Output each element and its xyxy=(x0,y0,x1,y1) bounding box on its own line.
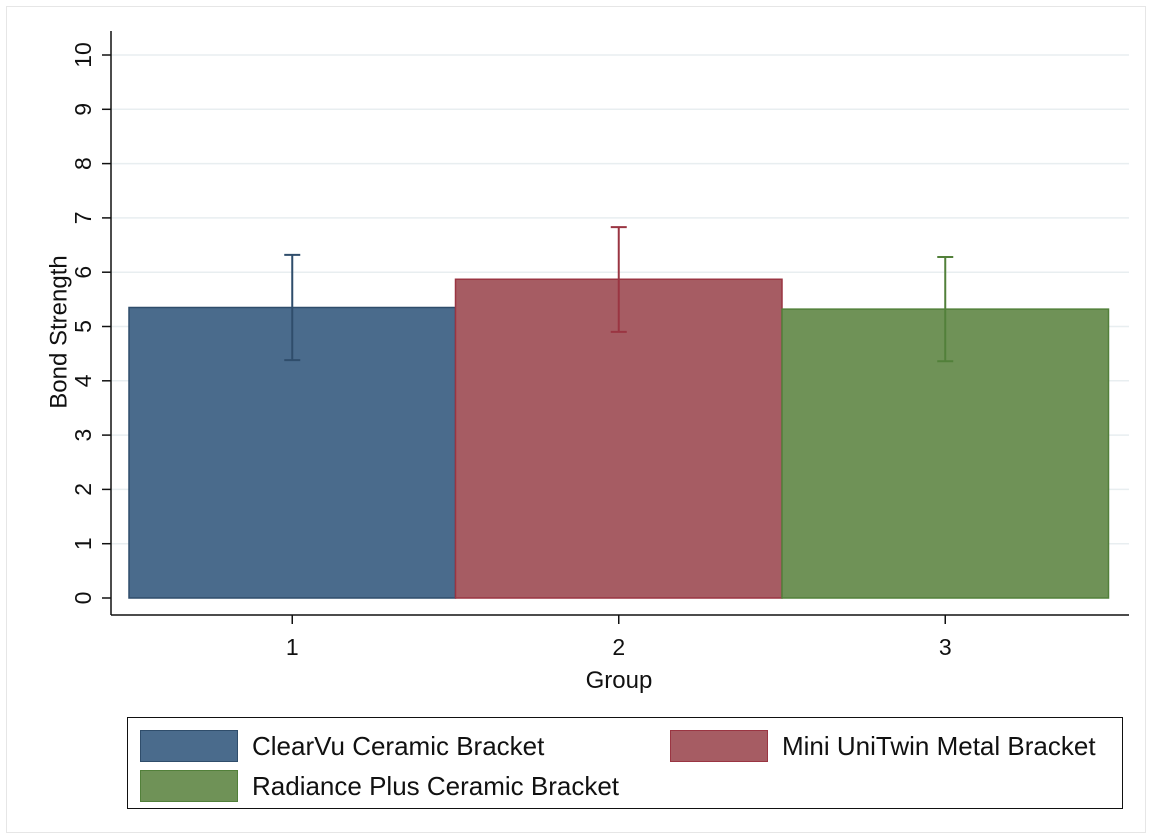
error-bars xyxy=(284,226,954,363)
y-tick-label: 8 xyxy=(70,157,96,170)
legend-swatch xyxy=(140,770,238,802)
legend-item: ClearVu Ceramic Bracket xyxy=(140,730,544,762)
y-axis-title: Bond Strength xyxy=(46,255,73,408)
y-tick-label: 7 xyxy=(70,212,96,225)
chart-frame: 0 1 2 3 4 5 6 7 8 9 10 1 2 3 Group Bond Strength Cle… xyxy=(6,6,1146,833)
x-tick-label: 2 xyxy=(612,634,625,660)
legend-label: ClearVu Ceramic Bracket xyxy=(252,730,545,761)
legend: ClearVu Ceramic Bracket Mini UniTwin Meta… xyxy=(127,717,1123,809)
y-tick-label: 10 xyxy=(70,42,96,68)
legend-item: Radiance Plus Ceramic Bracket xyxy=(140,770,619,802)
y-tick-label: 5 xyxy=(70,320,96,333)
y-tick-labels: 0 1 2 3 4 5 6 7 8 9 10 xyxy=(70,42,96,604)
y-tick-label: 0 xyxy=(70,592,96,605)
y-tick-label: 2 xyxy=(70,483,96,496)
axes xyxy=(102,31,1129,624)
legend-label: Mini UniTwin Metal Bracket xyxy=(782,730,1096,761)
x-tick-label: 3 xyxy=(939,634,952,660)
legend-label: Radiance Plus Ceramic Bracket xyxy=(252,770,620,801)
x-tick-label: 1 xyxy=(286,634,299,660)
y-tick-label: 9 xyxy=(70,103,96,116)
bar-chart: 0 1 2 3 4 5 6 7 8 9 10 1 2 3 Group Bond Strength xyxy=(46,31,1129,694)
y-tick-label: 3 xyxy=(70,429,96,442)
legend-swatch xyxy=(670,730,768,762)
legend-item: Mini UniTwin Metal Bracket xyxy=(670,730,1096,762)
x-tick-labels: 1 2 3 xyxy=(286,634,952,660)
x-axis-title: Group xyxy=(586,667,653,694)
y-tick-label: 1 xyxy=(70,537,96,550)
y-tick-label: 6 xyxy=(70,266,96,279)
legend-swatch xyxy=(140,730,238,762)
y-tick-label: 4 xyxy=(70,374,96,387)
